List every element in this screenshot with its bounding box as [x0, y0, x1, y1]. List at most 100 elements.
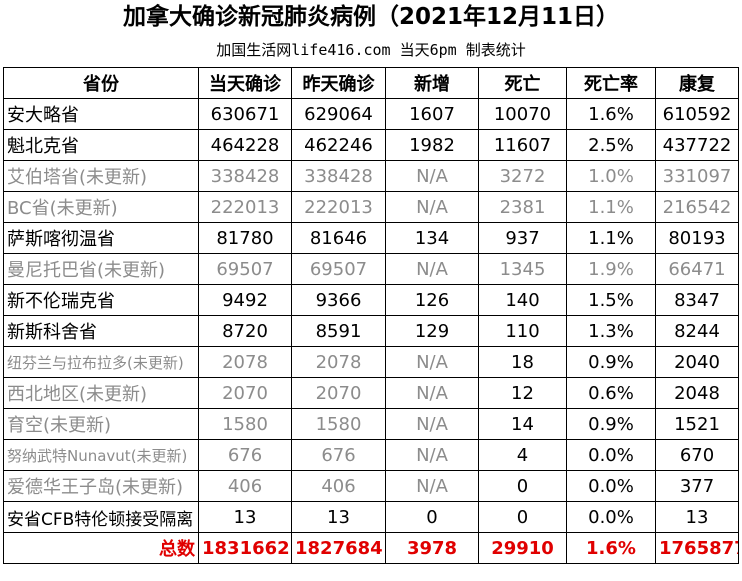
value-cell: 69507	[198, 253, 292, 285]
value-cell: 9492	[198, 284, 292, 316]
value-cell: 222013	[291, 191, 386, 223]
value-cell: 222013	[198, 191, 292, 223]
value-cell: 140	[478, 284, 567, 316]
value-cell: 610592	[655, 98, 739, 130]
value-cell: 81646	[291, 222, 386, 254]
table-row: 新不伦瑞克省 9492 9366 126 140 1.5% 8347	[3, 284, 739, 316]
value-cell: N/A	[385, 160, 479, 192]
value-cell: 1521	[655, 408, 739, 440]
province-cell: 萨斯喀彻温省	[3, 222, 199, 254]
value-cell: 406	[198, 470, 292, 502]
table-row: 纽芬兰与拉布拉多(未更新) 2078 2078 N/A 18 0.9% 2040	[3, 346, 739, 378]
value-cell: 80193	[655, 222, 739, 254]
value-cell: 1.9%	[566, 253, 656, 285]
value-cell: 12	[478, 377, 567, 409]
province-cell: 安大略省	[3, 98, 199, 130]
table-row: BC省(未更新) 222013 222013 N/A 2381 1.1% 216542	[3, 191, 739, 223]
value-cell: 134	[385, 222, 479, 254]
value-cell: 14	[478, 408, 567, 440]
value-cell: 937	[478, 222, 567, 254]
value-cell: 464228	[198, 129, 292, 161]
column-header: 死亡	[478, 67, 567, 99]
value-cell: 0.6%	[566, 377, 656, 409]
province-cell: 努纳武特Nunavut(未更新)	[3, 439, 199, 471]
value-cell: 13	[655, 501, 739, 533]
value-cell: N/A	[385, 408, 479, 440]
value-cell: 670	[655, 439, 739, 471]
value-cell: N/A	[385, 346, 479, 378]
total-row: 总数 1831662 1827684 3978 29910 1.6% 1765877	[3, 532, 739, 564]
table-body: 安大略省 630671 629064 1607 10070 1.6% 610592 魁北克省 4…	[3, 98, 739, 564]
title: 加拿大确诊新冠肺炎病例（2021年12月11日）	[122, 4, 620, 30]
value-cell: 4	[478, 439, 567, 471]
value-cell: 13	[198, 501, 292, 533]
value-cell: N/A	[385, 253, 479, 285]
value-cell: 331097	[655, 160, 739, 192]
value-cell: 0	[385, 501, 479, 533]
table-row: 育空(未更新) 1580 1580 N/A 14 0.9% 1521	[3, 408, 739, 440]
value-cell: N/A	[385, 470, 479, 502]
value-cell: 13	[291, 501, 386, 533]
value-cell: 406	[291, 470, 386, 502]
value-cell: 0.9%	[566, 346, 656, 378]
value-cell: 18	[478, 346, 567, 378]
value-cell: 66471	[655, 253, 739, 285]
value-cell: 0	[478, 501, 567, 533]
table-row: 新斯科舍省 8720 8591 129 110 1.3% 8244	[3, 315, 739, 347]
table-row: 安大略省 630671 629064 1607 10070 1.6% 610592	[3, 98, 739, 130]
province-cell: 西北地区(未更新)	[3, 377, 199, 409]
table-row: 安省CFB特伦顿接受隔离 13 13 0 0 0.0% 13	[3, 501, 739, 533]
table-row: 艾伯塔省(未更新) 338428 338428 N/A 3272 1.0% 331097	[3, 160, 739, 192]
value-cell: 630671	[198, 98, 292, 130]
column-header: 新增	[385, 67, 479, 99]
value-cell: 2078	[291, 346, 386, 378]
total-value: 29910	[478, 532, 567, 564]
value-cell: 69507	[291, 253, 386, 285]
value-cell: N/A	[385, 191, 479, 223]
table-row: 萨斯喀彻温省 81780 81646 134 937 1.1% 80193	[3, 222, 739, 254]
value-cell: 216542	[655, 191, 739, 223]
value-cell: 2.5%	[566, 129, 656, 161]
value-cell: 2078	[198, 346, 292, 378]
value-cell: 1.1%	[566, 191, 656, 223]
value-cell: 129	[385, 315, 479, 347]
province-cell: 魁北克省	[3, 129, 199, 161]
value-cell: 1345	[478, 253, 567, 285]
value-cell: 2040	[655, 346, 739, 378]
value-cell: 2070	[198, 377, 292, 409]
table-row: 曼尼托巴省(未更新) 69507 69507 N/A 1345 1.9% 66471	[3, 253, 739, 285]
province-cell: 新斯科舍省	[3, 315, 199, 347]
total-value: 1827684	[291, 532, 386, 564]
province-cell: 纽芬兰与拉布拉多(未更新)	[3, 346, 199, 378]
value-cell: 0.0%	[566, 470, 656, 502]
table-row: 爱德华王子岛(未更新) 406 406 N/A 0 0.0% 377	[3, 470, 739, 502]
value-cell: 1.5%	[566, 284, 656, 316]
province-cell: 新不伦瑞克省	[3, 284, 199, 316]
value-cell: 1.6%	[566, 98, 656, 130]
subtitle: 加国生活网life416.com 当天6pm 制表统计	[216, 41, 526, 59]
value-cell: 437722	[655, 129, 739, 161]
value-cell: 8347	[655, 284, 739, 316]
value-cell: 9366	[291, 284, 386, 316]
value-cell: 8720	[198, 315, 292, 347]
value-cell: 0.0%	[566, 501, 656, 533]
value-cell: 10070	[478, 98, 567, 130]
value-cell: 676	[198, 439, 292, 471]
value-cell: 676	[291, 439, 386, 471]
value-cell: 81780	[198, 222, 292, 254]
total-value: 3978	[385, 532, 479, 564]
value-cell: 8244	[655, 315, 739, 347]
value-cell: 2070	[291, 377, 386, 409]
value-cell: 3272	[478, 160, 567, 192]
table-row: 努纳武特Nunavut(未更新) 676 676 N/A 4 0.0% 670	[3, 439, 739, 471]
value-cell: 629064	[291, 98, 386, 130]
province-cell: 曼尼托巴省(未更新)	[3, 253, 199, 285]
value-cell: 2381	[478, 191, 567, 223]
header-row: 省份 当天确诊 昨天确诊 新增 死亡 死亡率 康复	[3, 67, 739, 99]
total-value: 1831662	[198, 532, 292, 564]
province-cell: 爱德华王子岛(未更新)	[3, 470, 199, 502]
column-header: 省份	[3, 67, 199, 99]
value-cell: N/A	[385, 439, 479, 471]
total-label: 总数	[3, 532, 199, 564]
